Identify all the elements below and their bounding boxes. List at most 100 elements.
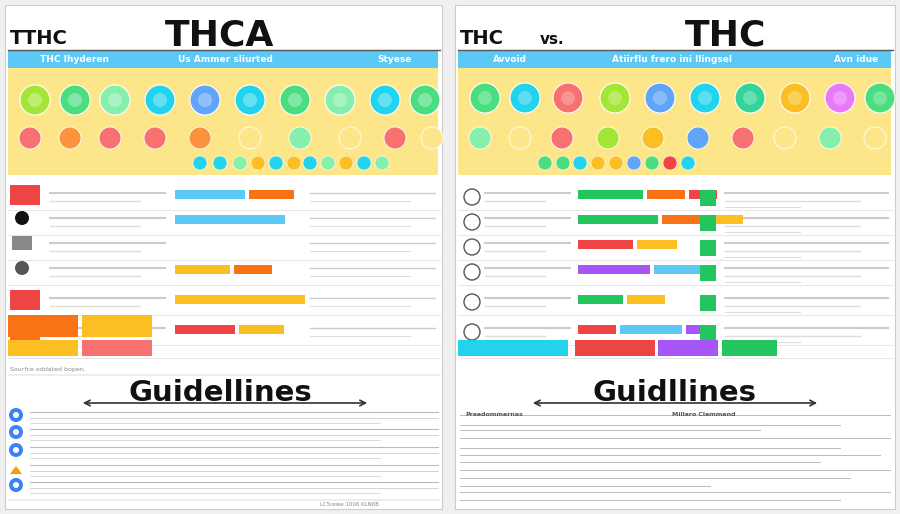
Circle shape — [153, 93, 167, 107]
Bar — [5, 5, 442, 509]
Bar — [175, 265, 230, 274]
Bar — [578, 240, 633, 249]
Circle shape — [690, 83, 720, 113]
Text: TTHC: TTHC — [10, 28, 68, 47]
Bar — [234, 265, 272, 274]
Circle shape — [384, 127, 406, 149]
Bar — [175, 215, 285, 224]
Circle shape — [144, 127, 166, 149]
Circle shape — [553, 83, 583, 113]
Bar — [239, 325, 284, 334]
Text: THC: THC — [685, 18, 767, 52]
Circle shape — [774, 127, 796, 149]
Circle shape — [573, 156, 587, 170]
Bar — [8, 340, 78, 356]
Circle shape — [410, 85, 440, 115]
Circle shape — [864, 127, 886, 149]
Circle shape — [509, 127, 531, 149]
Circle shape — [510, 83, 540, 113]
Bar — [654, 265, 709, 274]
Circle shape — [469, 127, 491, 149]
Circle shape — [645, 156, 659, 170]
Circle shape — [518, 91, 532, 105]
Circle shape — [13, 429, 19, 435]
Circle shape — [15, 261, 29, 275]
Circle shape — [339, 127, 361, 149]
Circle shape — [68, 93, 82, 107]
Circle shape — [280, 85, 310, 115]
Circle shape — [865, 83, 895, 113]
Bar — [10, 320, 40, 340]
Bar — [627, 295, 665, 304]
Circle shape — [609, 156, 623, 170]
Circle shape — [551, 127, 573, 149]
Circle shape — [370, 85, 400, 115]
Circle shape — [325, 85, 355, 115]
Circle shape — [339, 156, 353, 170]
Circle shape — [421, 127, 443, 149]
Circle shape — [653, 91, 667, 105]
Circle shape — [59, 127, 81, 149]
Circle shape — [591, 156, 605, 170]
Circle shape — [819, 127, 841, 149]
Circle shape — [378, 93, 392, 107]
Bar — [620, 325, 682, 334]
Bar — [700, 325, 716, 341]
Circle shape — [333, 93, 347, 107]
Text: Avvoid: Avvoid — [493, 56, 527, 64]
Circle shape — [642, 127, 664, 149]
Circle shape — [375, 156, 389, 170]
Bar — [689, 190, 717, 199]
Circle shape — [28, 93, 42, 107]
Circle shape — [788, 91, 802, 105]
Bar — [82, 315, 152, 337]
Circle shape — [100, 85, 130, 115]
Bar — [10, 185, 40, 205]
Circle shape — [743, 91, 757, 105]
Circle shape — [198, 93, 212, 107]
Circle shape — [251, 156, 265, 170]
Bar — [578, 265, 650, 274]
Bar — [700, 190, 716, 206]
Circle shape — [608, 91, 622, 105]
Circle shape — [190, 85, 220, 115]
Bar — [578, 295, 623, 304]
Bar — [8, 51, 438, 68]
Bar — [82, 340, 152, 356]
Bar — [711, 215, 743, 224]
Circle shape — [780, 83, 810, 113]
Circle shape — [825, 83, 855, 113]
Circle shape — [243, 93, 257, 107]
Circle shape — [233, 156, 247, 170]
Circle shape — [108, 93, 122, 107]
Circle shape — [418, 93, 432, 107]
Polygon shape — [10, 466, 22, 474]
Circle shape — [833, 91, 847, 105]
Circle shape — [99, 127, 121, 149]
Text: Guidellines: Guidellines — [128, 379, 312, 407]
Bar — [10, 290, 40, 310]
Circle shape — [303, 156, 317, 170]
Text: Atiirflu frero ini llingsel: Atiirflu frero ini llingsel — [612, 56, 732, 64]
Circle shape — [19, 127, 41, 149]
Circle shape — [600, 83, 630, 113]
Circle shape — [9, 443, 23, 457]
Bar — [722, 340, 777, 356]
Bar — [458, 51, 891, 68]
Text: Millaro Clammend: Millaro Clammend — [672, 412, 735, 417]
Circle shape — [13, 447, 19, 453]
Circle shape — [732, 127, 754, 149]
Circle shape — [289, 127, 311, 149]
Text: LC5rewe 1006 KLNKB: LC5rewe 1006 KLNKB — [320, 503, 379, 507]
Circle shape — [193, 156, 207, 170]
Circle shape — [735, 83, 765, 113]
Bar — [175, 190, 245, 199]
Circle shape — [873, 91, 887, 105]
Bar — [8, 68, 438, 175]
Circle shape — [597, 127, 619, 149]
Bar — [578, 215, 658, 224]
Circle shape — [556, 156, 570, 170]
Text: Praedommernas: Praedommernas — [465, 412, 523, 417]
Circle shape — [9, 425, 23, 439]
Circle shape — [478, 91, 492, 105]
